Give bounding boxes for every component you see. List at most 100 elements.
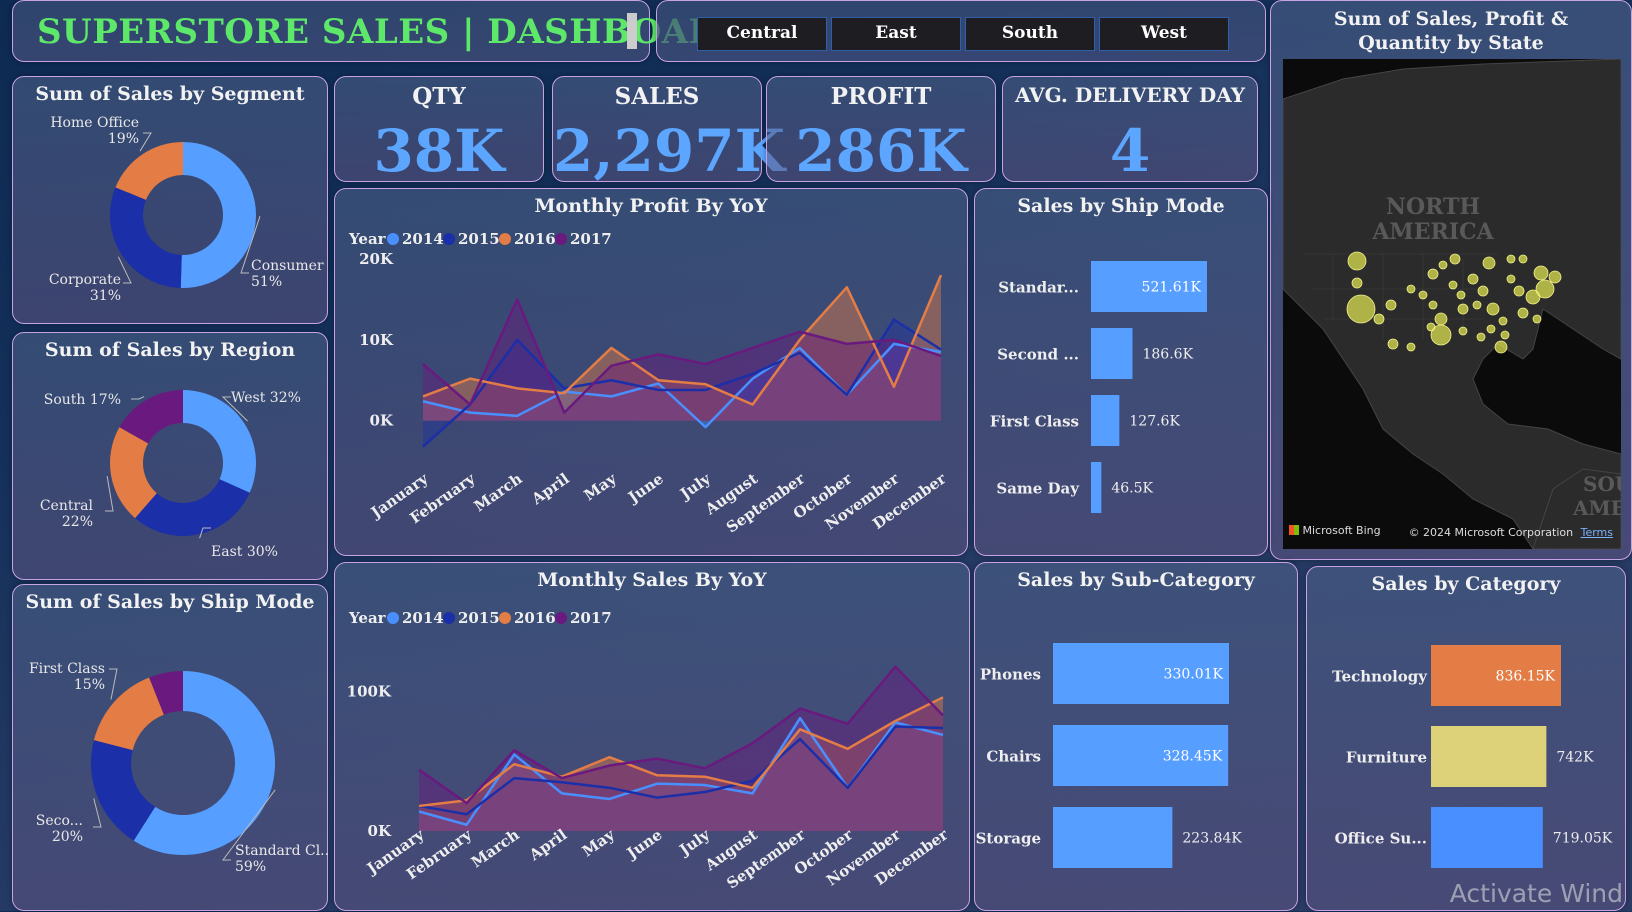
state-bubble[interactable] [1486,302,1500,316]
donut-slice-corporate[interactable] [110,187,182,288]
legend-marker-2016[interactable] [499,233,511,245]
bar-first-class[interactable] [1091,395,1120,446]
legend-marker-2015[interactable] [443,612,455,624]
donut-slice-consumer[interactable] [180,142,256,288]
bar-furniture[interactable] [1431,726,1547,787]
state-bubble[interactable] [1467,273,1479,285]
state-bubble[interactable] [1438,260,1448,270]
legend-label-2014[interactable]: 2014 [402,230,444,248]
region-button-east[interactable]: East [831,17,961,51]
state-bubble[interactable] [1456,290,1466,300]
donut-slice-south[interactable] [119,390,183,444]
donut-slice-home-office[interactable] [115,142,183,200]
map-canvas[interactable]: NORTH AMERICA SOU AMER Microsoft Bing © … [1283,59,1621,549]
state-bubble[interactable] [1533,265,1549,281]
state-bubbles[interactable] [1346,251,1562,354]
bar-phones[interactable] [1053,643,1229,704]
state-bubble[interactable] [1476,332,1486,342]
bar-same-day[interactable] [1091,462,1102,513]
legend-label-2015[interactable]: 2015 [458,609,500,627]
state-bubble[interactable] [1518,254,1528,264]
bar-second-[interactable] [1091,328,1133,379]
legend-marker-2014[interactable] [387,233,399,245]
legend-marker-2016[interactable] [499,612,511,624]
profit-yoy-area-chart[interactable]: Year 2014 2015 2016 20170K10K20KJanuaryFebru… [335,189,969,557]
state-bubble[interactable] [1430,324,1452,346]
state-bubble[interactable] [1457,303,1469,315]
state-bubble[interactable] [1513,285,1525,297]
shipmode-bar-chart[interactable]: Standar... 521.61K Second ... 186.6K First C… [975,189,1269,557]
state-bubble[interactable] [1506,254,1516,264]
legend-label-2016[interactable]: 2016 [514,609,556,627]
shipmode-donut-chart[interactable]: Standard Cl...59% Seco...20% First Class15… [13,585,329,912]
state-bubble[interactable] [1494,340,1508,354]
bar-technology[interactable] [1431,645,1561,706]
state-bubble[interactable] [1532,314,1542,324]
bar-office-su-[interactable] [1431,807,1543,868]
map-terms-link[interactable]: Terms [1580,526,1613,539]
donut-slice-east[interactable] [135,479,250,536]
bar-value-label: 328.45K [1163,749,1223,765]
series-line-2014[interactable] [422,342,942,429]
state-bubble[interactable] [1434,312,1448,326]
legend-marker-2017[interactable] [555,233,567,245]
state-bubble[interactable] [1477,285,1489,297]
state-bubble[interactable] [1448,280,1458,290]
legend-label-2014[interactable]: 2014 [402,609,444,627]
state-bubble[interactable] [1506,274,1516,284]
state-bubble[interactable] [1418,290,1428,300]
state-bubble[interactable] [1458,326,1468,336]
state-bubble[interactable] [1428,300,1438,310]
donut-slice-second-class[interactable] [91,740,156,841]
state-bubble[interactable] [1449,253,1461,265]
donut-slice-standard-class[interactable] [133,671,275,855]
state-bubble[interactable] [1472,300,1482,310]
series-line-2017[interactable] [422,298,942,414]
region-button-central[interactable]: Central [697,17,827,51]
state-bubble[interactable] [1427,268,1439,280]
state-bubble[interactable] [1535,279,1555,299]
state-bubble[interactable] [1373,313,1385,325]
region-button-south[interactable]: South [965,17,1095,51]
state-bubble[interactable] [1426,322,1436,332]
bar-standar-[interactable] [1091,261,1207,312]
legend-marker-2015[interactable] [443,233,455,245]
state-bubble[interactable] [1387,338,1399,350]
state-bubble[interactable] [1406,342,1416,352]
state-bubble[interactable] [1351,277,1363,289]
donut-slice-west[interactable] [183,390,256,493]
series-line-2015[interactable] [418,725,944,816]
legend-label-2016[interactable]: 2016 [514,230,556,248]
legend-marker-2014[interactable] [387,612,399,624]
series-line-2016[interactable] [422,274,943,406]
state-bubble[interactable] [1517,307,1529,319]
state-bubble[interactable] [1347,251,1367,271]
donut-slice-same-day[interactable] [149,671,183,715]
legend-marker-2017[interactable] [555,612,567,624]
legend-label-2017[interactable]: 2017 [570,609,612,627]
sales-yoy-area-chart[interactable]: Year 2014 2015 2016 20170K100KJanuaryFebruar… [335,563,971,912]
bar-storage[interactable] [1053,807,1173,868]
category-bar-chart[interactable]: Technology 836.15K Furniture 742K Office Su.… [1307,567,1627,912]
state-bubble[interactable] [1548,270,1562,284]
state-bubble[interactable] [1500,330,1510,340]
state-bubble[interactable] [1486,324,1496,334]
donut-slice-central[interactable] [109,427,157,519]
state-bubble[interactable] [1498,316,1508,326]
donut-slice-first-class[interactable] [93,677,164,751]
state-bubble[interactable] [1406,284,1416,294]
state-bubble[interactable] [1525,289,1541,305]
subcat-bar-chart[interactable]: Phones 330.01K Chairs 328.45K Storage 223.84K [975,563,1299,912]
legend-label-2017[interactable]: 2017 [570,230,612,248]
state-bubble[interactable] [1482,256,1496,270]
series-line-2016[interactable] [418,696,944,808]
bar-chairs[interactable] [1053,725,1229,786]
state-bubble[interactable] [1385,299,1397,311]
series-line-2015[interactable] [422,318,942,448]
series-line-2017[interactable] [418,665,944,805]
legend-label-2015[interactable]: 2015 [458,230,500,248]
state-bubble[interactable] [1346,294,1376,324]
region-button-west[interactable]: West [1099,17,1229,51]
